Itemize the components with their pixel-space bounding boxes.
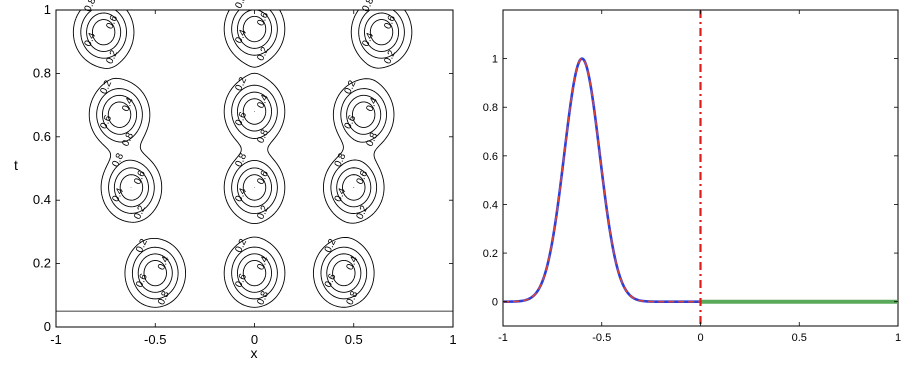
line-x-tick-label: -1 [498, 332, 508, 344]
contour-level-label: 0.2 [98, 78, 114, 96]
contour-level-label: 0.4 [83, 31, 99, 49]
line-y-tick-label: 0.8 [483, 102, 498, 114]
contour-y-tick-label: 0 [44, 319, 51, 334]
contour-level-label: 0.4 [255, 93, 271, 111]
contour-level-label: 0.2 [134, 237, 150, 255]
contour-y-axis-label: t [14, 157, 18, 173]
contour-labels: 0.2 0.4 0.6 0.8 0.2 0.4 0.6 0.8 0.2 0.4 0.6 0.8 0.2 0… [83, 0, 399, 307]
contour-level-label: 0.8 [120, 131, 136, 149]
line-y-tick-label: 1 [492, 54, 498, 66]
contour-level-label: 0.6 [343, 113, 359, 131]
contour-level-label: 0.4 [360, 31, 376, 49]
contour-level-label: 0.6 [354, 169, 370, 187]
contour-line-level [80, 9, 405, 300]
contour-level-label: 0.8 [233, 151, 249, 169]
contour-level-label: 0.4 [110, 186, 126, 204]
contour-x-tick-label: 1 [449, 332, 456, 347]
contour-level-label: 0.6 [255, 10, 271, 28]
contour-level-label: 0.8 [364, 131, 380, 149]
contour-level-label: 0.4 [120, 96, 136, 114]
line-series-group [503, 57, 898, 304]
contour-level-label: 0.6 [98, 113, 114, 131]
contour-level-label: 0.6 [134, 272, 150, 290]
contour-level-label: 0.6 [233, 272, 249, 290]
contour-level-label: 0.8 [345, 289, 361, 307]
line-plot: -1 -0.5 0 0.5 1 0 0.2 0.4 0.6 0.8 1 [483, 9, 901, 344]
contour-y-tick-label: 1 [44, 2, 51, 17]
contour-level-label: 0.2 [323, 237, 339, 255]
contour-level-label: 0.6 [132, 169, 148, 187]
contour-line-level [130, 28, 355, 188]
contour-y-tick-label: 0.6 [33, 129, 51, 144]
line-y-tick-label: 0.2 [483, 248, 498, 260]
contour-level-label: 0.4 [156, 254, 172, 272]
contour-x-tick-label: -1 [50, 332, 62, 347]
contour-level-label: 0.4 [345, 254, 361, 272]
contour-x-axis-label: x [251, 345, 258, 361]
contour-x-tick-label: -0.5 [144, 332, 166, 347]
line-x-tick-label: 0 [697, 332, 703, 344]
contour-level-label: 0.6 [323, 272, 339, 290]
contour-y-tick-label: 0.2 [33, 256, 51, 271]
contour-level-label: 0.6 [233, 110, 249, 128]
line-y-tick-label: 0 [492, 297, 498, 309]
line-y-ticks: 0 0.2 0.4 0.6 0.8 1 [483, 54, 898, 309]
contour-level-label: 0.4 [255, 254, 271, 272]
contour-y-tick-label: 0.8 [33, 65, 51, 80]
contour-level-label: 0.8 [110, 151, 126, 169]
contour-level-label: 0.6 [104, 13, 120, 31]
contour-level-label: 0.8 [255, 289, 271, 307]
contour-level-label: 0.2 [233, 237, 249, 255]
contour-level-label: 0.2 [132, 204, 148, 222]
contour-level-label: 0.2 [233, 75, 249, 93]
contour-x-ticks: -1 -0.5 0 0.5 1 [50, 10, 457, 347]
line-x-tick-label: -0.5 [592, 332, 611, 344]
contour-level-label: 0.8 [333, 151, 349, 169]
contour-level-label: 0.4 [333, 186, 349, 204]
contour-plot: 0.20.40.60.80.20.40.60.80.20.40.60.80.20… [14, 0, 457, 361]
contour-y-tick-label: 0.4 [33, 192, 51, 207]
contour-level-label: 0.8 [255, 128, 271, 146]
line-x-ticks: -1 -0.5 0 0.5 1 [498, 10, 901, 344]
line-y-tick-label: 0.4 [483, 199, 498, 211]
line-x-tick-label: 1 [895, 332, 901, 344]
line-series-1 [503, 57, 701, 303]
contour-line-level [72, 9, 413, 308]
contour-line-level [91, 15, 394, 287]
contour-level-label: 0.4 [233, 28, 249, 46]
contour-plot-frame [55, 9, 454, 328]
contour-level-label: 0.4 [233, 186, 249, 204]
contour-level-label: 0.8 [233, 0, 249, 10]
line-x-tick-label: 0.5 [792, 332, 807, 344]
contour-x-tick-label: 0.5 [345, 332, 363, 347]
contour-level-label: 0.2 [255, 45, 271, 63]
contour-level-label: 0.2 [382, 48, 398, 66]
contour-level-label: 0.4 [364, 96, 380, 114]
contour-level-label: 0.8 [156, 289, 172, 307]
contour-level-label: 0.2 [354, 204, 370, 222]
contour-lines [72, 9, 413, 308]
contour-x-tick-label: 0 [251, 332, 258, 347]
contour-y-ticks: 0 0.2 0.4 0.6 0.8 1 [33, 2, 453, 334]
contour-line-level [86, 9, 400, 293]
contour-level-label: 0.2 [255, 204, 271, 222]
contour-level-label: 0.2 [343, 78, 359, 96]
contour-level-label: 0.6 [255, 169, 271, 187]
contour-level-label: 0.6 [382, 13, 398, 31]
contour-level-label: 0.2 [104, 48, 120, 66]
line-y-tick-label: 0.6 [483, 151, 498, 163]
